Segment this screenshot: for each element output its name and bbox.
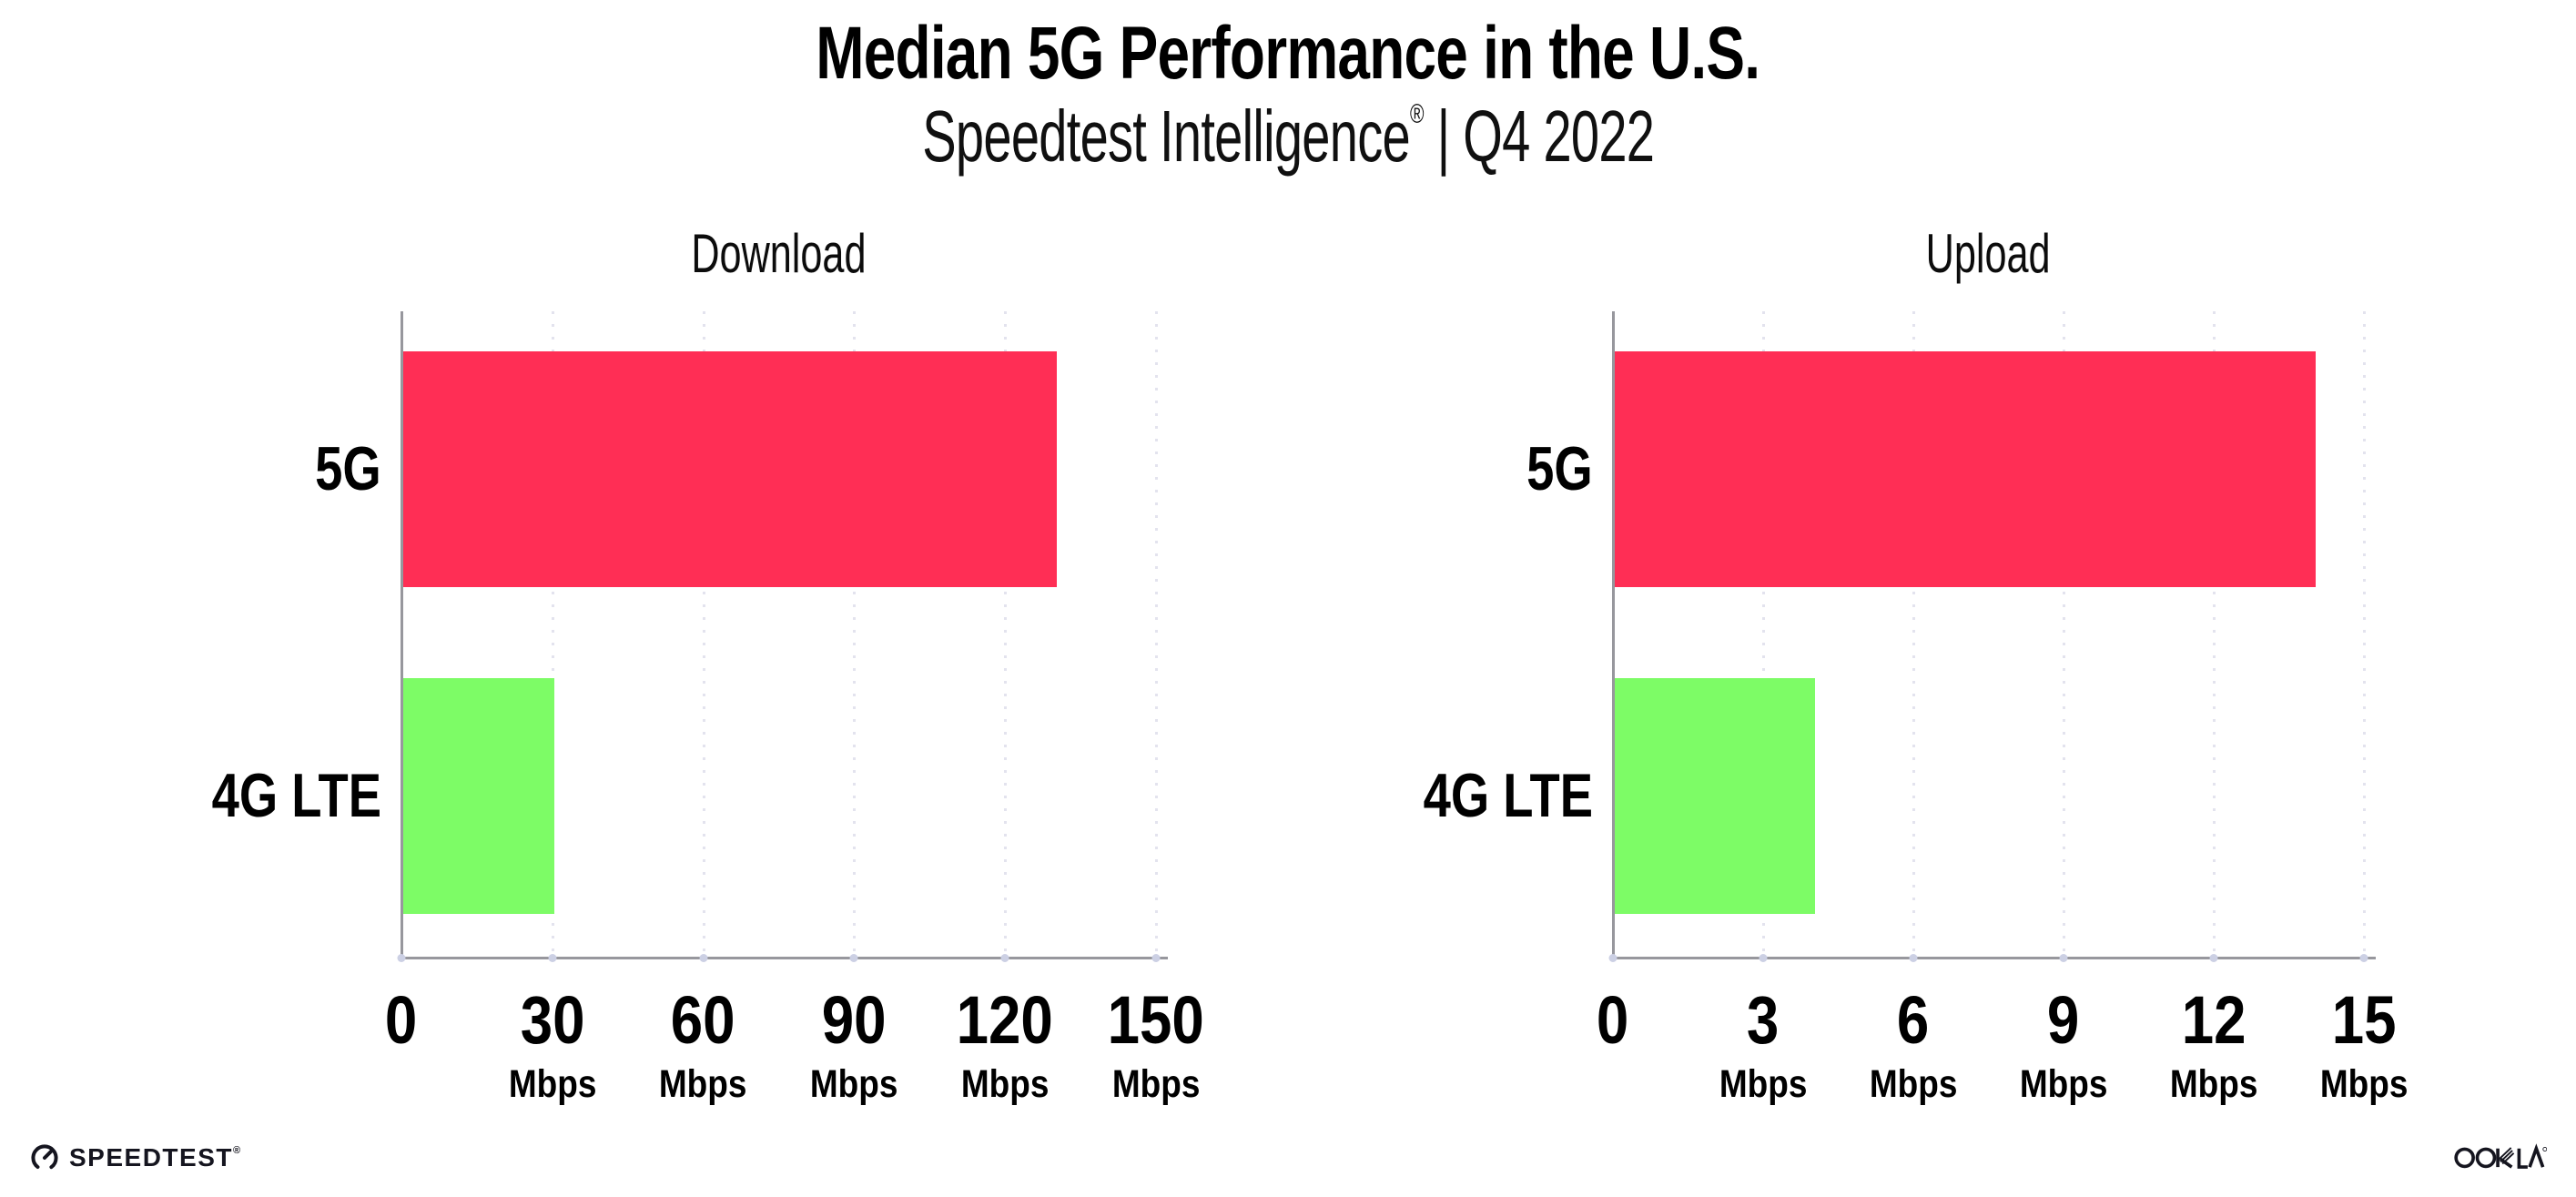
gridline (2063, 311, 2065, 959)
gridline (1155, 311, 1158, 959)
ookla-logo: ® (2454, 1140, 2547, 1171)
x-tick: 9 Mbps (2019, 982, 2108, 1106)
x-tick-unit: Mbps (1719, 1062, 1808, 1106)
x-tick-unit: Mbps (2319, 1062, 2409, 1106)
x-axis-line (1611, 957, 2376, 959)
subtitle-brand: Speedtest Intelligence (922, 96, 1410, 177)
axis-tick-dot (1759, 954, 1768, 962)
axis-tick-dot (699, 954, 708, 962)
chart-download: Download 5G 4G LTE 0 30 Mbps 60 (212, 0, 1204, 1197)
chart-title-download: Download (691, 223, 867, 284)
x-axis-line (400, 957, 1168, 959)
x-tick: 6 Mbps (1869, 982, 1958, 1106)
axis-tick-dot (1608, 954, 1618, 962)
axis-tick-dot (849, 954, 858, 962)
speedtest-logo: SPEEDTEST® (30, 1143, 240, 1172)
x-tick-unit: Mbps (659, 1062, 747, 1106)
x-tick-unit: Mbps (2169, 1062, 2258, 1106)
x-tick: 0 (385, 982, 418, 1058)
page-title: Median 5G Performance in the U.S. (0, 12, 2576, 95)
registered-mark: ® (1409, 99, 1424, 129)
x-tick: 120 Mbps (957, 982, 1054, 1106)
x-tick: 150 Mbps (1107, 982, 1205, 1106)
category-label-4g-lte: 4G LTE (211, 761, 381, 830)
axis-tick-dot (1909, 954, 1918, 962)
bar-4g-lte-upload (1615, 678, 1815, 914)
ookla-wordmark-icon (2454, 1143, 2547, 1169)
axis-tick-dot (2209, 954, 2218, 962)
x-tick-unit: Mbps (508, 1062, 597, 1106)
axis-tick-dot (548, 954, 557, 962)
gridline (2213, 311, 2216, 959)
chart-upload: Upload 5G 4G LTE 0 3 Mbps 6 (1424, 0, 2409, 1197)
bar-5g-download (403, 351, 1058, 587)
y-axis-line (1612, 311, 1615, 959)
x-tick-unit: Mbps (1869, 1062, 1958, 1106)
x-tick-unit: Mbps (1111, 1062, 1201, 1106)
x-tick: 15 Mbps (2319, 982, 2409, 1106)
axis-tick-dot (1151, 954, 1161, 962)
gridline (1912, 311, 1915, 959)
category-label-4g-lte: 4G LTE (1423, 761, 1593, 830)
x-tick-unit: Mbps (2019, 1062, 2108, 1106)
speedtest-wordmark: SPEEDTEST® (69, 1143, 241, 1172)
y-axis-line (401, 311, 403, 959)
axis-tick-dot (397, 954, 406, 962)
page-subtitle: Speedtest Intelligence® | Q4 2022 (0, 95, 2576, 178)
gridline (853, 311, 857, 959)
axis-tick-dot (2359, 954, 2368, 962)
axis-tick-dot (1000, 954, 1009, 962)
axis-tick-dot (2059, 954, 2068, 962)
gridline (2363, 311, 2366, 959)
category-label-5g: 5G (1526, 434, 1593, 503)
chart-title-upload: Upload (1926, 223, 2051, 284)
x-tick: 12 Mbps (2169, 982, 2258, 1106)
speedometer-gauge-icon (31, 1144, 58, 1172)
x-tick-unit: Mbps (960, 1062, 1050, 1106)
gridline (1004, 311, 1008, 959)
gridline (702, 311, 705, 959)
category-label-5g: 5G (315, 434, 381, 503)
x-tick: 90 Mbps (810, 982, 898, 1106)
x-tick: 0 (1597, 982, 1629, 1058)
bar-4g-lte-download (403, 678, 554, 914)
page-title-text: Median 5G Performance in the U.S. (816, 12, 1761, 95)
x-tick-unit: Mbps (810, 1062, 898, 1106)
registered-mark: ® (232, 1145, 241, 1156)
x-tick: 30 Mbps (508, 982, 597, 1106)
bar-5g-upload (1615, 351, 2316, 587)
gridline (1762, 311, 1765, 959)
x-tick: 60 Mbps (659, 982, 747, 1106)
gridline (551, 311, 554, 959)
subtitle-period: | Q4 2022 (1423, 96, 1654, 177)
x-tick: 3 Mbps (1719, 982, 1808, 1106)
